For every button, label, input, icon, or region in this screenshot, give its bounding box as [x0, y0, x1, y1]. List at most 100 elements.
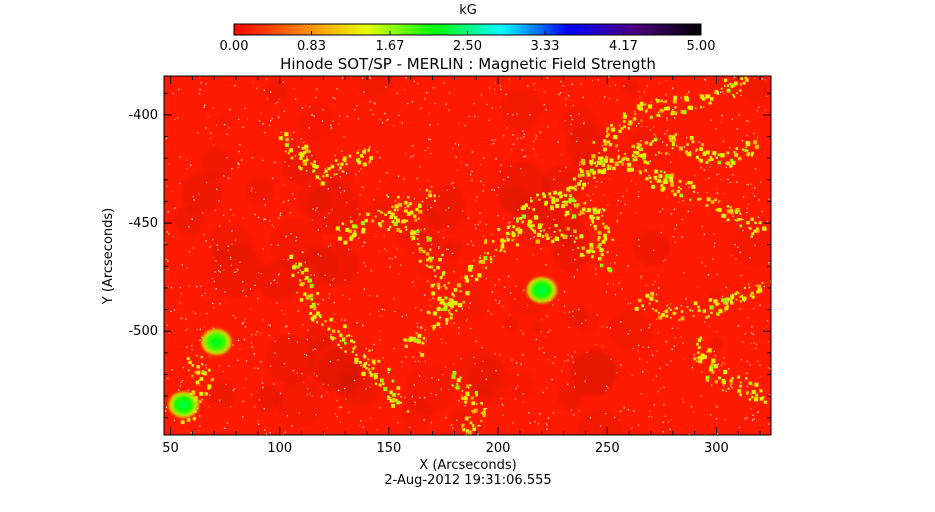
noise-pixel — [228, 127, 230, 129]
noise-pixel — [567, 383, 569, 385]
noise-pixel — [571, 310, 574, 313]
network-pixel — [200, 355, 203, 359]
network-pixel — [750, 217, 754, 221]
network-pixel — [362, 227, 366, 232]
network-pixel — [431, 291, 435, 296]
network-pixel — [727, 387, 730, 390]
noise-pixel — [206, 330, 209, 332]
network-pixel — [696, 360, 698, 363]
network-pixel — [596, 160, 601, 165]
network-pixel — [664, 309, 668, 313]
noise-pixel — [662, 101, 664, 103]
network-pixel — [316, 165, 319, 168]
network-pixel — [297, 271, 299, 274]
noise-pixel — [344, 279, 346, 281]
noise-pixel — [423, 294, 426, 296]
noise-pixel — [756, 411, 759, 413]
field-patch — [454, 348, 503, 397]
noise-pixel — [529, 422, 531, 424]
noise-pixel — [714, 155, 716, 157]
network-pixel — [697, 305, 700, 308]
noise-pixel — [742, 341, 744, 343]
network-pixel — [436, 282, 440, 287]
noise-pixel — [234, 317, 237, 319]
noise-pixel — [750, 393, 752, 395]
noise-pixel — [308, 127, 310, 129]
network-pixel — [445, 322, 448, 325]
network-pixel — [739, 381, 742, 384]
network-pixel — [734, 153, 738, 157]
network-pixel — [357, 160, 362, 165]
network-pixel — [600, 156, 604, 160]
noise-pixel — [338, 123, 340, 125]
noise-pixel — [325, 225, 328, 227]
noise-pixel — [212, 257, 214, 259]
noise-pixel — [438, 247, 440, 249]
noise-pixel — [401, 365, 403, 367]
noise-pixel — [564, 360, 566, 362]
noise-pixel — [559, 170, 561, 172]
network-pixel — [674, 308, 677, 310]
noise-pixel — [304, 105, 307, 107]
network-pixel — [748, 286, 751, 289]
network-pixel — [762, 396, 765, 399]
network-pixel — [539, 229, 542, 232]
plot-area — [164, 76, 771, 435]
network-pixel — [729, 379, 733, 383]
network-pixel — [312, 169, 316, 173]
network-pixel — [533, 230, 536, 233]
network-pixel — [301, 146, 305, 150]
network-pixel — [201, 370, 205, 374]
noise-pixel — [671, 348, 673, 350]
noise-pixel — [747, 183, 749, 186]
noise-pixel — [233, 388, 235, 390]
network-pixel — [672, 311, 676, 315]
noise-pixel — [171, 369, 173, 371]
noise-pixel — [244, 107, 246, 109]
noise-pixel — [168, 332, 170, 334]
network-pixel — [621, 127, 624, 130]
network-pixel — [750, 153, 754, 157]
network-pixel — [544, 233, 549, 237]
network-pixel — [581, 207, 586, 212]
network-pixel — [408, 202, 412, 206]
network-pixel — [533, 231, 537, 234]
noise-pixel — [506, 236, 508, 238]
noise-pixel — [530, 238, 532, 240]
network-pixel — [461, 390, 464, 392]
network-pixel — [754, 144, 759, 149]
network-pixel — [635, 151, 640, 155]
noise-pixel — [481, 370, 483, 372]
network-pixel — [730, 158, 734, 162]
noise-pixel — [523, 133, 525, 135]
network-pixel — [287, 152, 290, 155]
noise-pixel — [404, 207, 406, 209]
network-pixel — [416, 238, 419, 240]
network-pixel — [627, 162, 632, 167]
noise-pixel — [330, 126, 333, 128]
network-pixel — [427, 237, 432, 242]
noise-pixel — [212, 327, 214, 329]
network-pixel — [365, 367, 368, 370]
noise-pixel — [165, 406, 168, 409]
noise-pixel — [270, 91, 272, 93]
network-pixel — [590, 217, 594, 222]
noise-pixel — [437, 123, 439, 126]
noise-pixel — [405, 77, 407, 79]
noise-pixel — [701, 226, 703, 228]
noise-pixel — [417, 360, 420, 362]
noise-pixel — [549, 329, 551, 331]
noise-pixel — [574, 373, 576, 375]
noise-pixel — [412, 252, 414, 254]
network-pixel — [682, 110, 687, 115]
network-pixel — [192, 417, 196, 421]
noise-pixel — [583, 123, 585, 125]
network-pixel — [557, 192, 561, 196]
noise-pixel — [269, 220, 271, 222]
noise-pixel — [759, 388, 761, 390]
noise-pixel — [305, 354, 308, 356]
noise-pixel — [600, 251, 603, 254]
colorbar-label: kG — [459, 3, 477, 18]
noise-pixel — [379, 330, 381, 332]
network-pixel — [462, 428, 466, 432]
